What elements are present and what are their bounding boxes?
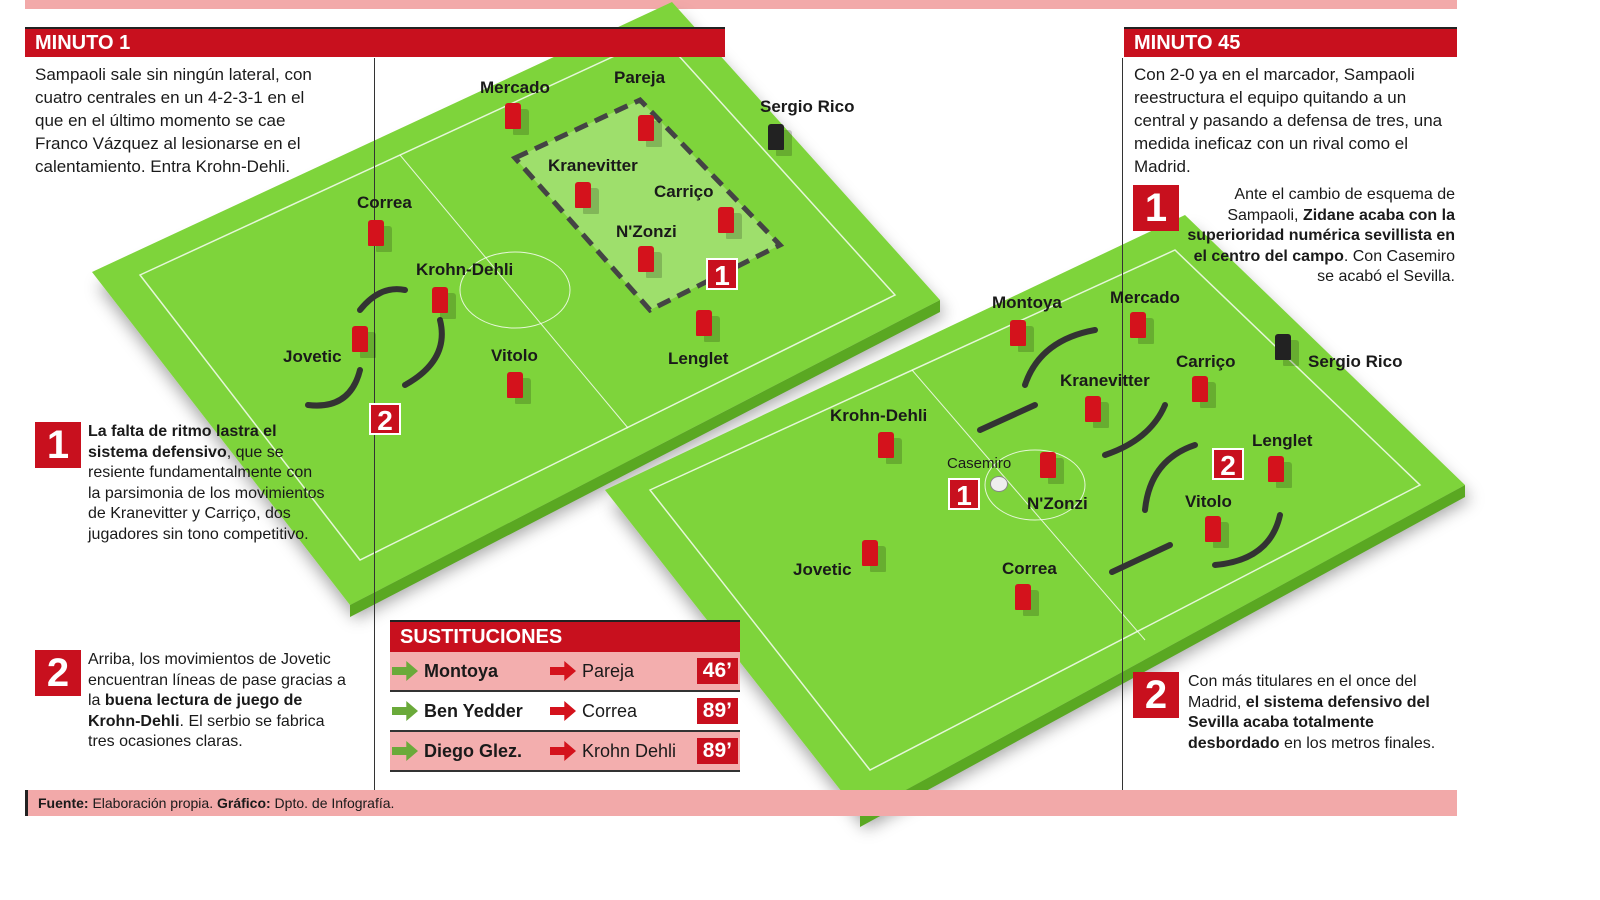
substitutions-table: SUSTITUCIONES Montoya Pareja 46’ Ben Yedde… bbox=[390, 620, 740, 772]
player-label: Carriço bbox=[654, 182, 714, 201]
player-label: Carriço bbox=[1176, 352, 1236, 371]
player-out: Krohn Dehli bbox=[582, 740, 677, 761]
player-marker bbox=[638, 115, 654, 141]
left-note-1: La falta de ritmo lastra el sistema defe… bbox=[88, 423, 325, 543]
player-label: Mercado bbox=[1110, 288, 1180, 307]
left-header: MINUTO 1 bbox=[25, 27, 725, 57]
rival-label: Casemiro bbox=[947, 455, 1012, 472]
player-label: Vitolo bbox=[1185, 492, 1232, 511]
player-label: Lenglet bbox=[668, 349, 729, 368]
table-row: Ben Yedder Correa 89’ bbox=[390, 692, 740, 732]
rival-marker bbox=[990, 476, 1008, 492]
player-marker bbox=[718, 207, 734, 233]
player-label: Pareja bbox=[614, 68, 666, 87]
right-note-2: Con más titulares en el once del Madrid,… bbox=[1188, 673, 1436, 752]
left-intro: Sampaoli sale sin ningún lateral, con cu… bbox=[35, 65, 312, 176]
number-marker: 1 bbox=[948, 478, 980, 511]
divider bbox=[1122, 58, 1123, 793]
player-marker bbox=[575, 182, 591, 208]
out-arrow-icon bbox=[550, 741, 576, 761]
top-bar bbox=[25, 0, 1457, 9]
player-label: Sergio Rico bbox=[760, 97, 855, 116]
player-label: Kranevitter bbox=[1060, 371, 1150, 390]
number-marker: 1 bbox=[706, 258, 738, 291]
minute-badge: 89’ bbox=[696, 698, 738, 724]
player-label: Jovetic bbox=[283, 347, 342, 366]
table-row: Montoya Pareja 46’ bbox=[390, 652, 740, 692]
player-marker bbox=[1015, 584, 1031, 610]
goalkeeper-marker bbox=[768, 124, 784, 150]
right-header: MINUTO 45 bbox=[1124, 27, 1457, 57]
player-label: Correa bbox=[1002, 559, 1057, 578]
player-marker bbox=[696, 310, 712, 336]
goalkeeper-marker bbox=[1275, 334, 1291, 360]
substitutions-title: SUSTITUCIONES bbox=[390, 620, 740, 652]
player-in: Diego Glez. bbox=[424, 740, 523, 761]
minute-badge: 89’ bbox=[696, 738, 738, 764]
player-marker bbox=[507, 372, 523, 398]
movement-arrows bbox=[305, 286, 1283, 575]
player-marker bbox=[1205, 516, 1221, 542]
note-number: 2 bbox=[1133, 672, 1179, 718]
player-marker bbox=[1085, 396, 1101, 422]
player-marker bbox=[1192, 376, 1208, 402]
player-marker bbox=[432, 287, 448, 313]
player-label: Kranevitter bbox=[548, 156, 638, 175]
player-label: Mercado bbox=[480, 78, 550, 97]
player-marker bbox=[638, 246, 654, 272]
note-number: 1 bbox=[1133, 185, 1179, 231]
player-marker bbox=[1040, 452, 1056, 478]
player-marker bbox=[1268, 456, 1284, 482]
player-label: Lenglet bbox=[1252, 431, 1313, 450]
out-arrow-icon bbox=[550, 661, 576, 681]
player-marker bbox=[368, 220, 384, 246]
number-marker: 2 bbox=[369, 403, 401, 436]
note-number: 2 bbox=[35, 650, 81, 696]
player-out: Correa bbox=[582, 700, 638, 721]
left-note-2: Arriba, los movimientos de Jovetic encue… bbox=[88, 651, 346, 750]
player-marker bbox=[878, 432, 894, 458]
player-marker bbox=[1130, 312, 1146, 338]
player-label: Vitolo bbox=[491, 346, 538, 365]
player-label: Krohn-Dehli bbox=[416, 260, 514, 279]
player-label: N'Zonzi bbox=[616, 222, 677, 241]
footer: Fuente: Elaboración propia. Gráfico: Dpt… bbox=[25, 790, 1457, 816]
out-arrow-icon bbox=[550, 701, 576, 721]
player-label: Correa bbox=[357, 193, 412, 212]
table-row: Diego Glez. Krohn Dehli 89’ bbox=[390, 732, 740, 772]
player-label: Jovetic bbox=[793, 560, 852, 579]
minute-badge: 46’ bbox=[696, 658, 738, 684]
player-label: Montoya bbox=[992, 293, 1062, 312]
in-arrow-icon bbox=[392, 701, 418, 721]
number-marker: 2 bbox=[1212, 448, 1244, 481]
in-arrow-icon bbox=[392, 741, 418, 761]
note-number: 1 bbox=[35, 422, 81, 468]
right-note-1: Ante el cambio de esquema de Sampaoli, Z… bbox=[1187, 186, 1455, 285]
player-marker bbox=[862, 540, 878, 566]
in-arrow-icon bbox=[392, 661, 418, 681]
pitch-1 bbox=[92, 2, 940, 605]
right-intro: Con 2-0 ya en el marcador, Sampaoli rees… bbox=[1134, 65, 1443, 176]
player-marker bbox=[352, 326, 368, 352]
player-label: Krohn-Dehli bbox=[830, 406, 928, 425]
player-label: N'Zonzi bbox=[1027, 494, 1088, 513]
pitch-2 bbox=[605, 215, 1465, 815]
player-out: Pareja bbox=[582, 660, 635, 681]
player-marker bbox=[505, 103, 521, 129]
player-in: Montoya bbox=[424, 660, 498, 681]
player-in: Ben Yedder bbox=[424, 700, 523, 721]
player-marker bbox=[1010, 320, 1026, 346]
player-label: Sergio Rico bbox=[1308, 352, 1403, 371]
